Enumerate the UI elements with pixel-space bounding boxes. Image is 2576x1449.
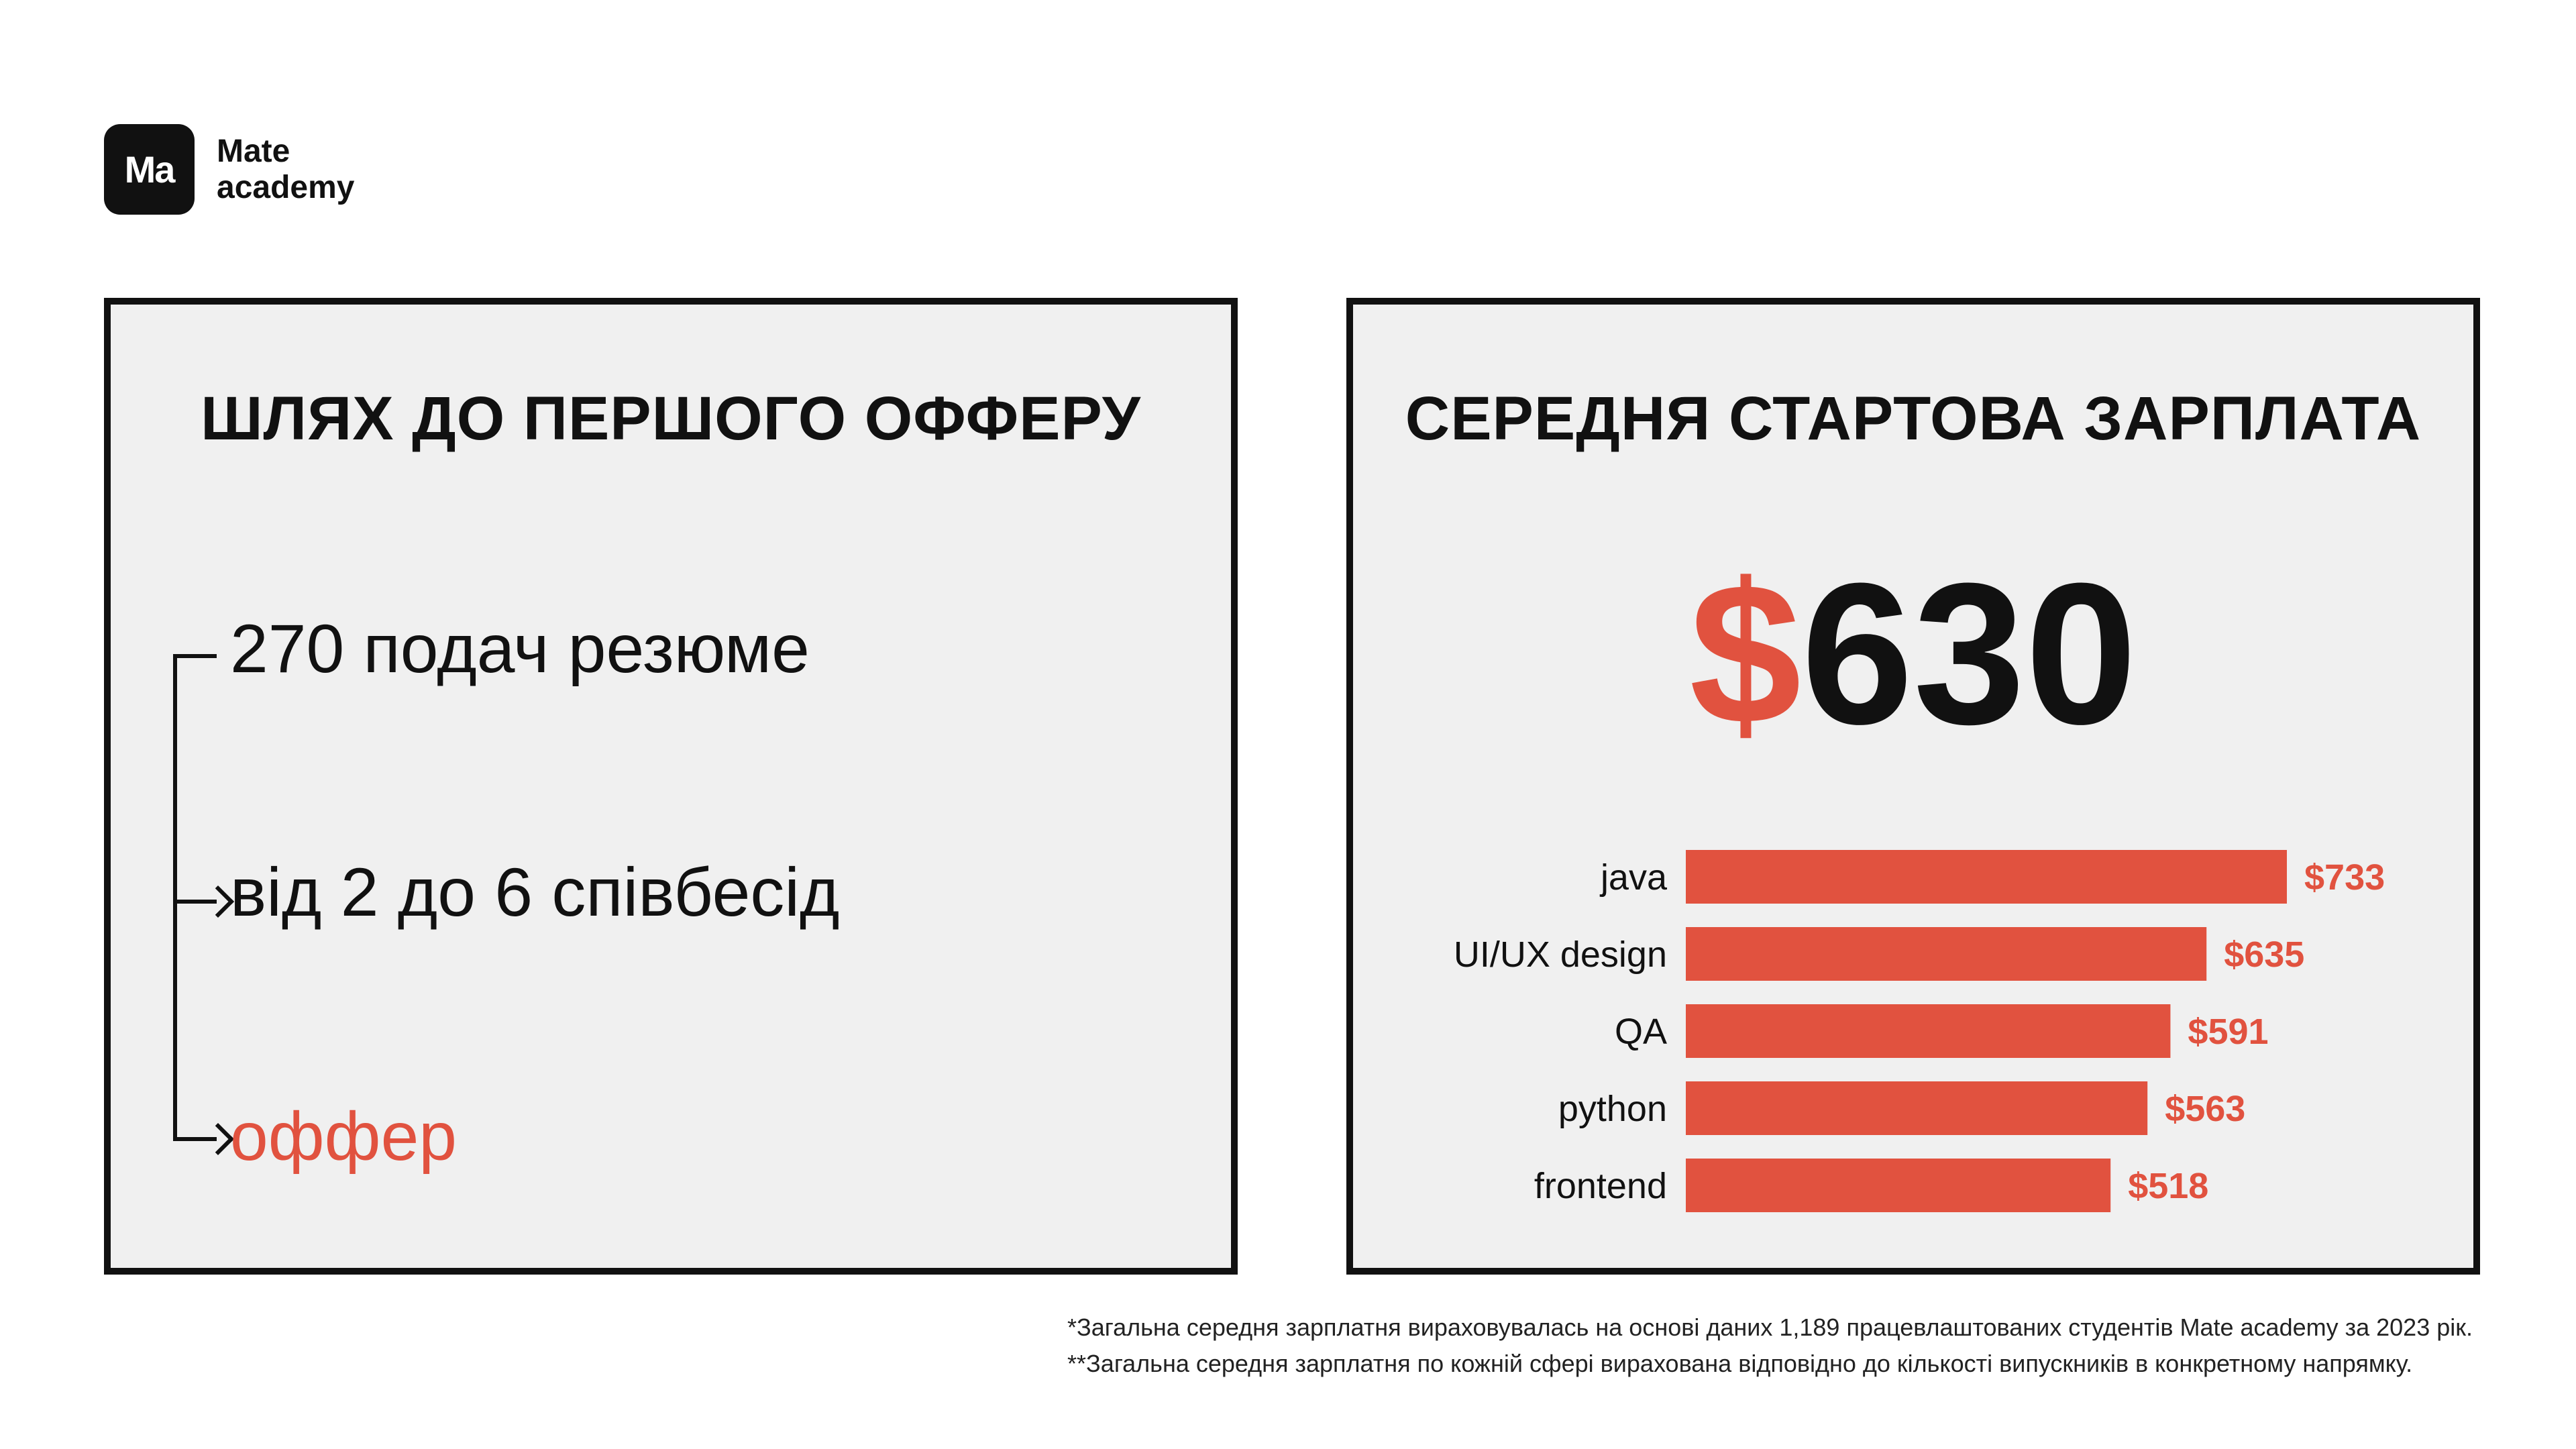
bar-category-label: python: [1558, 1089, 1667, 1129]
bar-value-label: $733: [2304, 857, 2385, 898]
bar-value-label: $635: [2224, 934, 2304, 975]
footnotes: *Загальна середня зарплатня вираховувала…: [1067, 1309, 2473, 1382]
logo-line-1: Mate: [217, 133, 290, 169]
salary-bar: [1686, 1004, 2171, 1058]
salary-currency: $: [1689, 541, 1802, 766]
salary-bar: [1686, 927, 2207, 981]
average-salary: $630: [1353, 553, 2473, 754]
salary-bar: [1686, 850, 2287, 904]
salary-bar-chart: java $733 UI/UX design $635 QA $591 python $563…: [1454, 850, 2385, 1212]
logo-line-2: academy: [217, 169, 355, 205]
footnote-2: **Загальна середня зарплатня по кожній с…: [1067, 1350, 2413, 1377]
flow-connector-line: [173, 654, 177, 1141]
logo-badge: Ma: [104, 124, 195, 215]
flow-arrow-shaft-2: [173, 1137, 217, 1141]
bar-category-label: UI/UX design: [1454, 934, 1667, 975]
bar-category-label: frontend: [1534, 1166, 1667, 1206]
bar-value-label: $591: [2188, 1012, 2268, 1052]
bar-value-label: $563: [2165, 1089, 2245, 1129]
step-offer: оффер: [230, 1098, 458, 1175]
step-interviews: від 2 до 6 співбесід: [230, 854, 840, 930]
flow-arrow-shaft-1: [173, 900, 217, 904]
salary-bar: [1686, 1081, 2148, 1135]
offer-path-panel: ШЛЯХ ДО ПЕРШОГО ОФФЕРУ 270 подач резюме …: [104, 298, 1238, 1275]
salary-title: СЕРЕДНЯ СТАРТОВА ЗАРПЛАТА: [1405, 384, 2422, 453]
salary-value: 630: [1801, 541, 2137, 766]
bar-value-label: $518: [2128, 1166, 2208, 1206]
bar-category-label: java: [1599, 857, 1668, 898]
arrow-right-icon: [201, 885, 235, 918]
arrow-right-icon: [201, 1122, 235, 1156]
salary-panel: СЕРЕДНЯ СТАРТОВА ЗАРПЛАТА $630 java $733 U…: [1346, 298, 2480, 1275]
footnote-1: *Загальна середня зарплатня вираховувала…: [1067, 1313, 2473, 1341]
salary-bar: [1686, 1159, 2111, 1212]
step-resumes: 270 подач резюме: [230, 610, 810, 687]
bar-category-label: QA: [1615, 1012, 1667, 1052]
logo-wordmark: Mate academy: [217, 133, 354, 206]
flow-top-tick: [173, 654, 217, 658]
offer-path-title: ШЛЯХ ДО ПЕРШОГО ОФФЕРУ: [201, 384, 1141, 453]
brand-logo: Ma Mate academy: [104, 124, 354, 215]
